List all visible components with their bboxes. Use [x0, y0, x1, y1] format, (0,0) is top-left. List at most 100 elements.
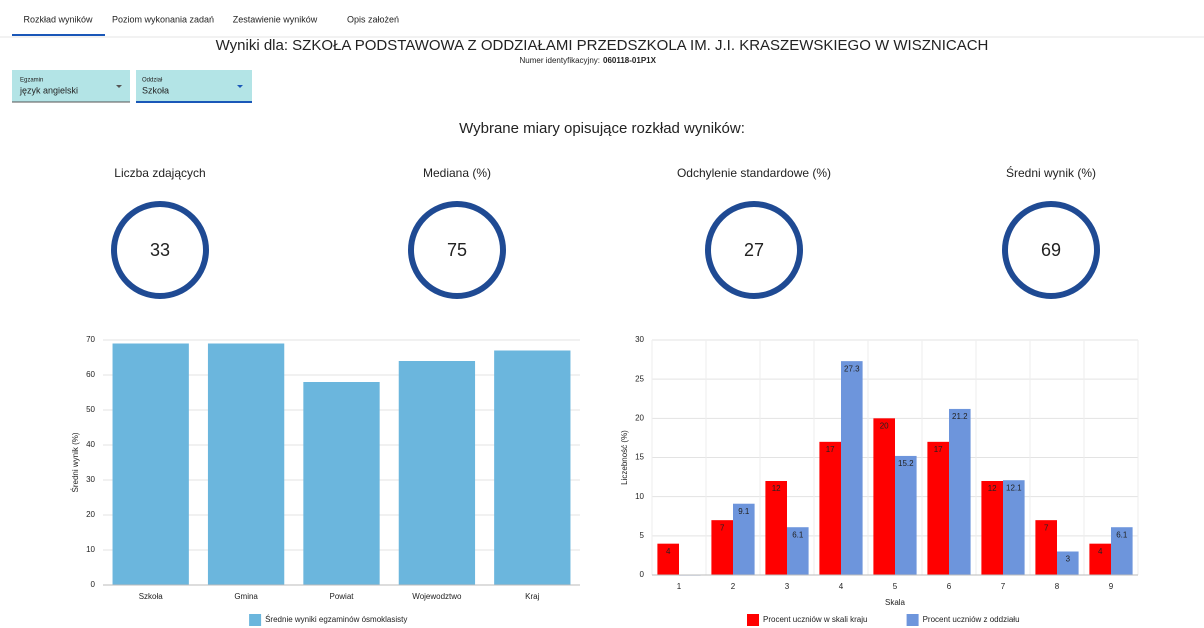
tab[interactable]: Poziom wykonania zadań: [112, 14, 214, 24]
dropdown-value: język angielski: [19, 85, 78, 95]
y-tick-label: 60: [86, 370, 95, 379]
page-title: Wyniki dla: SZKOŁA PODSTAWOWA Z ODDZIAŁA…: [216, 37, 989, 54]
data-label: 21.2: [952, 412, 968, 421]
y-tick-label: 20: [635, 413, 644, 422]
data-label: 3: [1066, 555, 1071, 564]
bar: [1111, 527, 1133, 575]
bar: [207, 343, 285, 585]
data-label: 7: [720, 523, 725, 532]
y-tick-label: 70: [86, 335, 95, 344]
x-tick-label: 4: [839, 582, 844, 591]
legend-swatch: [906, 614, 919, 626]
bar: [711, 520, 733, 575]
y-tick-label: 0: [91, 580, 96, 589]
bar: [765, 481, 787, 575]
section-title: Wybrane miary opisujące rozkład wyników:: [459, 120, 745, 137]
y-axis-label: Liczebność (%): [620, 430, 629, 485]
bar: [398, 361, 476, 585]
bar: [841, 361, 863, 575]
dropdown-label: Oddział: [142, 78, 163, 84]
y-tick-label: 30: [86, 475, 95, 484]
data-label: 12: [772, 484, 781, 493]
y-axis-label: Średni wynik (%): [71, 432, 80, 492]
bar: [657, 543, 679, 575]
x-tick-label: 2: [731, 582, 736, 591]
bar: [494, 350, 571, 585]
bar: [873, 418, 895, 575]
x-tick-label: Powiat: [329, 592, 354, 601]
y-tick-label: 25: [635, 374, 644, 383]
measure-ring: [408, 201, 506, 299]
x-tick-label: 7: [1001, 582, 1006, 591]
x-tick-label: Kraj: [525, 592, 539, 601]
data-label: 9.1: [738, 507, 750, 516]
bar: [981, 481, 1003, 575]
data-label: 17: [934, 445, 943, 454]
bar: [1003, 480, 1025, 575]
legend-swatch: [747, 614, 759, 626]
y-tick-label: 30: [635, 335, 644, 344]
dropdown-value: Szkoła: [142, 85, 169, 95]
measure-value: 33: [150, 240, 170, 260]
measure-value: 69: [1041, 240, 1061, 260]
x-tick-label: 9: [1109, 582, 1114, 591]
bar: [949, 408, 971, 575]
x-tick-label: 6: [947, 582, 952, 591]
data-label: 27.3: [844, 364, 860, 373]
bar: [1089, 543, 1111, 575]
tab[interactable]: Rozkład wyników: [23, 14, 93, 24]
data-label: 20: [880, 421, 889, 430]
bar: [787, 527, 809, 575]
bar: [303, 382, 380, 585]
y-tick-label: 10: [635, 492, 644, 501]
x-tick-label: Szkoła: [139, 592, 164, 601]
x-tick-label: Gmina: [234, 592, 258, 601]
data-label: 12: [988, 484, 997, 493]
tab[interactable]: Opis założeń: [347, 14, 399, 24]
legend-label: Procent uczniów w skali kraju: [763, 615, 867, 624]
dropdown[interactable]: [136, 70, 252, 102]
x-tick-label: 8: [1055, 582, 1060, 591]
data-label: 7: [1044, 523, 1049, 532]
tab[interactable]: Zestawienie wyników: [233, 14, 318, 24]
measure-label: Liczba zdających: [114, 166, 205, 180]
dropdown[interactable]: [12, 70, 130, 102]
y-tick-label: 40: [86, 440, 95, 449]
x-tick-label: 5: [893, 582, 898, 591]
bar: [927, 441, 949, 575]
data-label: 4: [1098, 547, 1103, 556]
dropdown-arrow: [237, 85, 243, 88]
y-tick-label: 0: [640, 570, 645, 579]
dropdown-arrow: [116, 85, 122, 88]
y-tick-label: 20: [86, 510, 95, 519]
data-label: 12.1: [1006, 483, 1022, 492]
x-tick-label: Wojewodztwo: [412, 592, 462, 601]
legend-swatch: [249, 614, 262, 626]
legend-label: Procent uczniów z oddziału: [923, 615, 1020, 624]
dropdown-label: Egzamin: [20, 78, 43, 84]
legend-label: Średnie wyniki egzaminów ósmoklasisty: [265, 615, 407, 624]
measure-ring: [1002, 201, 1100, 299]
measure-ring: [111, 201, 209, 299]
bar: [895, 455, 917, 575]
id-value: 060118-01P1X: [603, 56, 657, 65]
bar: [112, 343, 189, 585]
measure-label: Średni wynik (%): [1006, 165, 1096, 180]
data-label: 6.1: [792, 530, 804, 539]
data-label: 15.2: [898, 459, 914, 468]
data-label: 6.1: [1116, 530, 1128, 539]
y-tick-label: 5: [640, 531, 645, 540]
id-label: Numer identyfikacyjny:: [520, 56, 600, 65]
measure-value: 27: [744, 240, 764, 260]
measure-label: Odchylenie standardowe (%): [677, 166, 831, 180]
x-tick-label: 1: [677, 582, 682, 591]
bar: [1035, 520, 1057, 575]
y-tick-label: 10: [86, 545, 95, 554]
bar: [733, 503, 755, 575]
bar: [819, 441, 841, 575]
measure-ring: [705, 201, 803, 299]
y-tick-label: 50: [86, 405, 95, 414]
active-tab-indicator: [12, 34, 105, 36]
data-label: 17: [826, 445, 835, 454]
